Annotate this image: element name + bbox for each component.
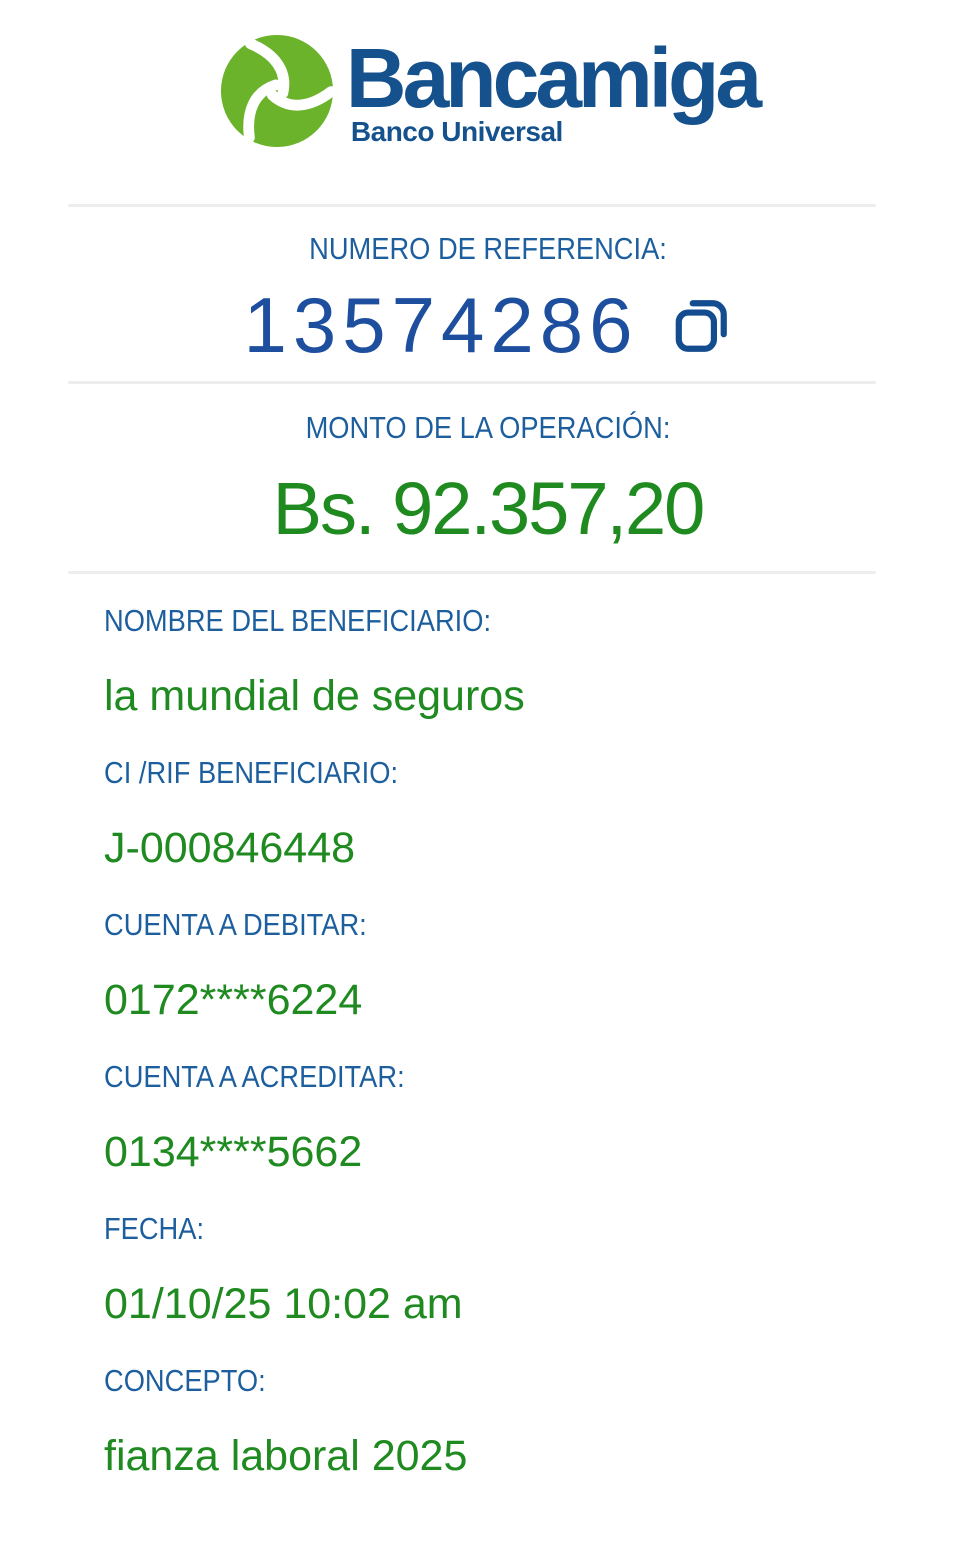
detail-row: CONCEPTO: fianza laboral 2025 <box>104 1362 976 1481</box>
brand-text: Bancamiga Banco Universal <box>345 31 762 150</box>
amount-section: MONTO DE LA OPERACIÓN: Bs. 92.357,20 <box>0 384 976 571</box>
amount-value: Bs. 92.357,20 <box>272 466 706 550</box>
concept-label: CONCEPTO: <box>104 1363 266 1399</box>
detail-row: NOMBRE DEL BENEFICIARIO: la mundial de s… <box>104 602 976 721</box>
bancamiga-swirl-sphere-icon <box>220 34 336 148</box>
details-section: NOMBRE DEL BENEFICIARIO: la mundial de s… <box>104 602 976 1481</box>
divider <box>68 204 876 207</box>
reference-label: NUMERO DE REFERENCIA: <box>309 231 667 266</box>
date-value: 01/10/25 10:02 am <box>104 1280 463 1329</box>
copy-icon <box>675 300 727 352</box>
debit-account-value: 0172****6224 <box>104 976 363 1025</box>
copy-reference-button[interactable] <box>669 293 733 359</box>
detail-row: FECHA: 01/10/25 10:02 am <box>104 1210 976 1329</box>
credit-account-value: 0134****5662 <box>104 1128 363 1177</box>
divider <box>68 380 876 384</box>
debit-account-label: CUENTA A DEBITAR: <box>104 907 367 943</box>
beneficiary-name-label: NOMBRE DEL BENEFICIARIO: <box>104 603 492 639</box>
beneficiary-name-value: la mundial de seguros <box>104 672 525 721</box>
reference-number: 13574286 <box>243 281 639 369</box>
detail-row: CUENTA A ACREDITAR: 0134****5662 <box>104 1058 976 1177</box>
brand-name: Bancamiga <box>345 31 762 125</box>
transfer-receipt: Bancamiga Banco Universal NUMERO DE REFE… <box>0 0 976 1481</box>
reference-section: NUMERO DE REFERENCIA: 13574286 <box>0 207 976 381</box>
beneficiary-id-value: J-000846448 <box>104 824 356 873</box>
beneficiary-id-label: CI /RIF BENEFICIARIO: <box>104 755 399 791</box>
divider <box>68 571 876 575</box>
brand-tagline: Banco Universal <box>350 116 563 147</box>
date-label: FECHA: <box>104 1211 205 1247</box>
detail-row: CI /RIF BENEFICIARIO: J-000846448 <box>104 754 976 873</box>
reference-row: 13574286 <box>0 281 976 381</box>
bank-logo: Bancamiga Banco Universal <box>0 0 976 150</box>
concept-value: fianza laboral 2025 <box>104 1432 468 1481</box>
credit-account-label: CUENTA A ACREDITAR: <box>104 1059 405 1095</box>
detail-row: CUENTA A DEBITAR: 0172****6224 <box>104 906 976 1025</box>
amount-label: MONTO DE LA OPERACIÓN: <box>305 409 671 445</box>
